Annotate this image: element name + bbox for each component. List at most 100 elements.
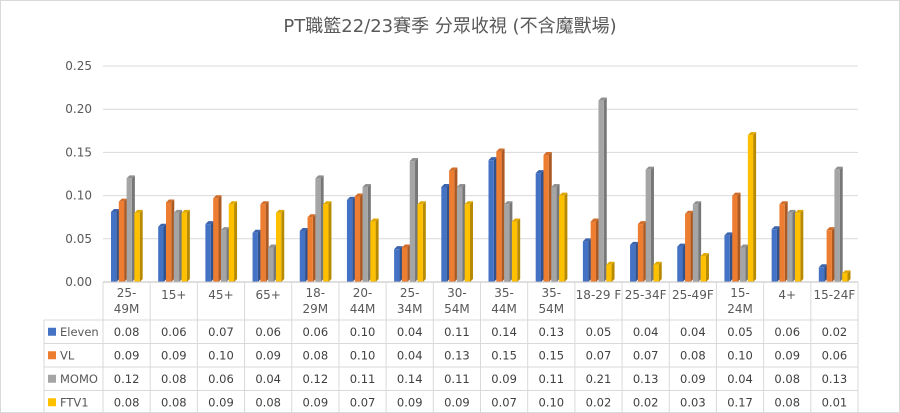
data-label: 0.06: [255, 325, 281, 339]
bar-top: [653, 261, 662, 265]
data-label: 0.06: [161, 325, 187, 339]
bar-top: [354, 193, 364, 197]
bar-side: [407, 244, 411, 282]
bar-top: [394, 246, 403, 250]
bar-top: [126, 175, 135, 179]
x-tick-label: 44M: [491, 302, 517, 316]
bar-top: [535, 170, 544, 174]
bar-eleven: [252, 232, 258, 282]
x-tick-label: 49M: [114, 302, 140, 316]
bar-side: [658, 261, 662, 282]
bar-top: [496, 148, 505, 152]
bar-eleven: [441, 186, 447, 282]
legend-label: VL: [60, 348, 75, 362]
bar-side: [517, 218, 521, 282]
bar-top: [590, 218, 599, 222]
data-label: 0.07: [586, 348, 612, 362]
bar-side: [682, 243, 686, 282]
y-tick-label: 0.00: [65, 275, 92, 289]
x-tick-label: 25-: [400, 286, 420, 300]
bar-top: [111, 209, 120, 213]
bar-momo: [456, 186, 463, 282]
y-tick-label: 0.05: [65, 232, 92, 246]
x-tick-label: 34M: [397, 302, 423, 316]
data-label: 0.07: [491, 395, 517, 409]
bar-momo: [409, 161, 416, 282]
bar-top: [795, 209, 804, 213]
bar-side: [360, 193, 364, 282]
bar-side: [281, 209, 285, 282]
bar-eleven: [394, 249, 400, 282]
data-label: 0.15: [491, 348, 517, 362]
bar-vl: [307, 217, 313, 282]
legend-key-vl: [48, 351, 56, 360]
bar-top: [268, 244, 277, 248]
bar-side: [831, 227, 835, 282]
x-tick-label: 29M: [303, 302, 329, 316]
bar-top: [504, 201, 513, 205]
bar-side: [273, 244, 277, 282]
bar-ftv1: [747, 135, 754, 282]
data-label: 0.08: [774, 395, 800, 409]
bar-ftv1: [181, 212, 187, 282]
data-label: 0.07: [633, 348, 659, 362]
data-label: 0.21: [586, 372, 612, 386]
bar-top: [464, 201, 473, 205]
data-label: 0.04: [397, 325, 423, 339]
bar-side: [745, 244, 749, 282]
bar-vl: [354, 196, 361, 282]
bar-momo: [598, 100, 604, 282]
bar-momo: [315, 178, 321, 282]
bar-top: [826, 227, 835, 231]
data-label: 0.01: [822, 395, 848, 409]
bar-ftv1: [417, 204, 423, 282]
data-label: 0.03: [680, 395, 706, 409]
bar-side: [611, 261, 615, 282]
bar-top: [551, 183, 560, 187]
data-label: 0.09: [114, 348, 140, 362]
data-label: 0.08: [114, 395, 140, 409]
data-label: 0.05: [727, 325, 753, 339]
data-label: 0.09: [255, 348, 281, 362]
data-label: 0.09: [161, 348, 187, 362]
chart-title: PT職籃22/23賽季 分眾收視 (不含魔獸場): [283, 16, 617, 37]
bar-side: [564, 192, 568, 282]
data-label: 0.02: [633, 395, 659, 409]
bar-eleven: [205, 224, 211, 282]
bar-ftv1: [795, 212, 801, 282]
x-tick-label: 18-: [306, 286, 326, 300]
bar-side: [548, 151, 552, 282]
bar-side: [792, 209, 796, 282]
y-tick-label: 0.15: [65, 145, 92, 159]
bar-top: [598, 97, 607, 101]
data-label: 0.06: [774, 325, 800, 339]
bar-eleven: [111, 212, 117, 282]
data-label: 0.08: [680, 348, 706, 362]
bar-top: [747, 132, 757, 136]
bar-side: [776, 226, 780, 282]
bar-ftv1: [700, 256, 706, 282]
bar-eleven: [346, 199, 353, 282]
data-label: 0.09: [208, 395, 234, 409]
bar-top: [173, 209, 183, 213]
bar-side: [210, 221, 214, 282]
bar-top: [417, 201, 426, 205]
bar-vl: [260, 204, 266, 282]
bar-momo: [362, 186, 368, 282]
bar-top: [740, 244, 749, 248]
bar-top: [362, 183, 371, 187]
x-tick-label: 18-29 F: [576, 288, 622, 302]
bar-momo: [787, 212, 793, 282]
data-label: 0.08: [255, 395, 281, 409]
x-tick-label: 25-49F: [672, 288, 714, 302]
x-tick-label: 65+: [255, 288, 280, 302]
data-label: 0.10: [350, 325, 376, 339]
bar-side: [257, 229, 261, 282]
x-tick-label: 25-34F: [625, 288, 667, 302]
data-label: 0.10: [538, 395, 564, 409]
bar-side: [454, 167, 458, 282]
bar-top: [771, 226, 780, 230]
data-label: 0.11: [350, 372, 376, 386]
data-label: 0.09: [491, 372, 517, 386]
bar-momo: [834, 169, 840, 282]
